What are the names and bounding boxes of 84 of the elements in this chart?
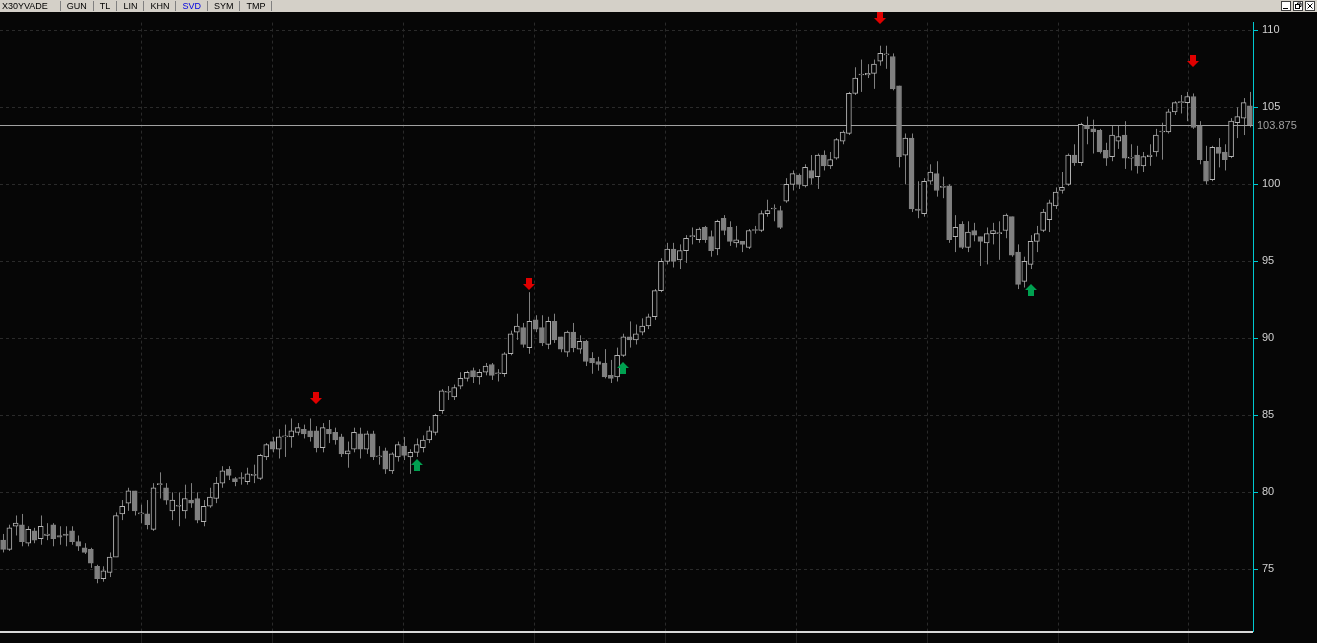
candlestick bbox=[351, 427, 357, 453]
candlestick bbox=[733, 225, 739, 248]
candlestick bbox=[1084, 116, 1090, 145]
candlestick bbox=[808, 154, 815, 185]
candlestick bbox=[570, 322, 577, 353]
candlestick bbox=[144, 499, 151, 530]
candlestick bbox=[0, 533, 6, 553]
y-tick-label: 85 bbox=[1262, 408, 1275, 421]
candlestick bbox=[783, 177, 790, 204]
candlestick bbox=[326, 419, 332, 444]
candlestick bbox=[821, 149, 827, 171]
candlestick bbox=[382, 447, 389, 475]
candlestick bbox=[138, 504, 144, 524]
candlestick bbox=[1178, 94, 1184, 114]
candlestick bbox=[401, 436, 407, 461]
candlestick bbox=[413, 437, 420, 458]
candlestick bbox=[438, 388, 445, 415]
ref-line-label: 103.875 bbox=[1257, 118, 1297, 131]
candlestick bbox=[777, 205, 783, 230]
candlestick bbox=[958, 220, 965, 250]
text: LIN bbox=[117, 1, 145, 11]
y-tick-label: 75 bbox=[1262, 562, 1275, 575]
candlestick bbox=[1134, 145, 1140, 175]
candlestick bbox=[12, 514, 19, 536]
text: SVD bbox=[176, 1, 208, 11]
y-tick-label: 105 bbox=[1262, 100, 1281, 113]
candlestick bbox=[633, 323, 639, 346]
candlestick bbox=[119, 499, 125, 521]
candlestick bbox=[163, 482, 169, 506]
candlestick bbox=[1247, 91, 1253, 128]
text: KHN bbox=[144, 1, 177, 11]
candlestick bbox=[1034, 225, 1040, 253]
candlestick bbox=[1109, 125, 1115, 162]
candlestick bbox=[357, 427, 364, 459]
candlestick bbox=[589, 351, 595, 375]
candlestick bbox=[94, 564, 100, 584]
candlestick bbox=[977, 236, 984, 267]
candlestick bbox=[1159, 122, 1165, 161]
text: TMP bbox=[240, 1, 273, 11]
candlestick bbox=[683, 234, 689, 264]
candlestick bbox=[1040, 208, 1046, 233]
candlestick bbox=[376, 445, 382, 466]
candlestick bbox=[852, 66, 858, 96]
candlestick bbox=[156, 471, 163, 500]
candlestick bbox=[614, 347, 620, 382]
y-tick-label: 95 bbox=[1262, 254, 1275, 267]
candlestick bbox=[914, 180, 921, 219]
candlestick bbox=[19, 513, 25, 547]
candlestick bbox=[369, 430, 376, 461]
candlestick bbox=[257, 453, 263, 481]
candlestick bbox=[802, 163, 808, 188]
text: TL bbox=[93, 1, 118, 11]
candlestick bbox=[88, 547, 94, 569]
candlestick bbox=[62, 525, 69, 547]
y-tick-label: 100 bbox=[1262, 177, 1281, 190]
candlestick bbox=[213, 476, 219, 504]
candlestick bbox=[69, 525, 75, 546]
candlestick bbox=[708, 230, 714, 258]
candlestick bbox=[1059, 171, 1065, 195]
candlestick bbox=[1153, 128, 1159, 158]
y-tick-label: 90 bbox=[1262, 331, 1275, 344]
candlestick bbox=[514, 313, 520, 341]
candlestick bbox=[971, 222, 978, 242]
candlestick bbox=[1203, 145, 1209, 185]
text: SYM bbox=[207, 1, 241, 11]
text: GUN bbox=[60, 1, 94, 11]
candlestick bbox=[520, 322, 526, 349]
candlestick bbox=[727, 220, 733, 247]
candlestick bbox=[539, 314, 545, 347]
candlestick bbox=[990, 222, 996, 245]
candlestick bbox=[582, 339, 589, 367]
y-tick-label: 110 bbox=[1262, 23, 1280, 36]
candlestick bbox=[608, 359, 614, 384]
candlestick bbox=[307, 417, 313, 443]
candlestick bbox=[871, 59, 877, 90]
candlestick bbox=[131, 490, 138, 516]
candlestick bbox=[758, 210, 765, 233]
candlestick bbox=[770, 203, 777, 222]
candlestick bbox=[626, 320, 633, 349]
y-tick-label: 80 bbox=[1262, 485, 1275, 498]
candlestick bbox=[282, 424, 288, 458]
candlestick bbox=[965, 220, 971, 253]
chart-title: X30YVADE bbox=[0, 1, 61, 11]
candlestick bbox=[207, 487, 213, 509]
